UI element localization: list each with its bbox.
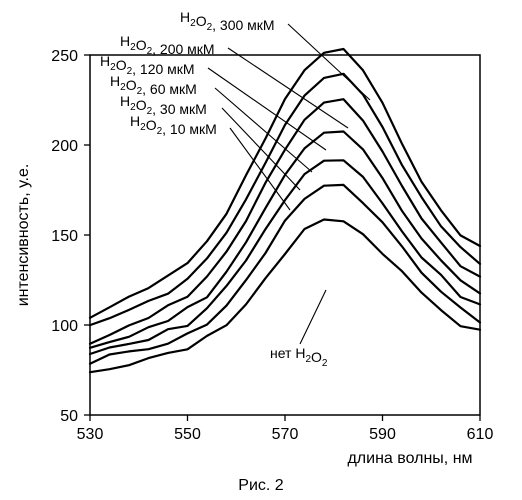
chart-container: 530 550 570 590 610 50 100 150 200 250 интенсивнос… bbox=[0, 0, 522, 500]
x-tick-label: 530 bbox=[77, 426, 104, 443]
figure-caption: Рис. 2 bbox=[238, 477, 284, 494]
y-tick-label: 200 bbox=[51, 138, 78, 155]
x-tick-label: 570 bbox=[272, 426, 299, 443]
y-tick-label: 150 bbox=[51, 228, 78, 245]
x-tick-label: 550 bbox=[174, 426, 201, 443]
line-chart: 530 550 570 590 610 50 100 150 200 250 интенсивнос… bbox=[0, 0, 522, 500]
y-tick-label: 250 bbox=[51, 48, 78, 65]
y-tick-label: 50 bbox=[60, 408, 78, 425]
x-tick-label: 590 bbox=[369, 426, 396, 443]
x-tick-label: 610 bbox=[467, 426, 494, 443]
x-axis-label: длина волны, нм bbox=[347, 450, 472, 467]
y-axis-label: интенсивность, у.e. bbox=[15, 164, 32, 307]
y-tick-label: 100 bbox=[51, 318, 78, 335]
